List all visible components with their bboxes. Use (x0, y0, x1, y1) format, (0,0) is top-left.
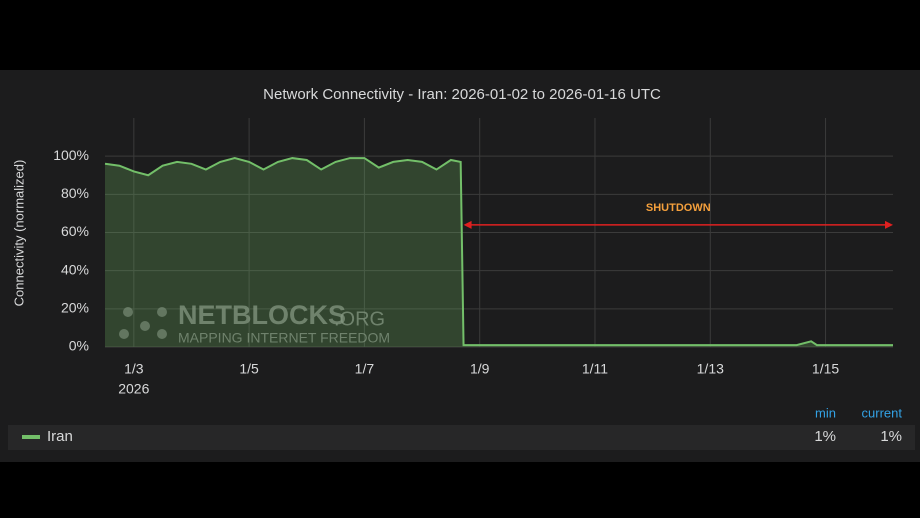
series-area (105, 158, 893, 347)
watermark-logo-dot (119, 329, 129, 339)
x-tick-label: 1/9 (470, 361, 490, 377)
y-tick-label: 40% (61, 261, 89, 277)
legend-stat-value: 1% (880, 428, 902, 445)
series-line (104, 157, 893, 347)
x-tick-label: 1/13 (697, 361, 724, 377)
y-tick-label: 80% (61, 185, 89, 201)
y-tick-label: 100% (53, 147, 89, 163)
legend-stat-header: current (862, 405, 903, 420)
x-tick-label: 1/7 (355, 361, 375, 377)
panel (0, 70, 920, 462)
annotation-label: SHUTDOWN (646, 202, 711, 214)
x-tick-label: 1/15 (812, 361, 839, 377)
chart-title: Network Connectivity - Iran: 2026-01-02 … (263, 86, 661, 103)
watermark-name: NETBLOCKS (178, 300, 346, 330)
x-tick-label: 1/3 (124, 361, 144, 377)
y-tick-label: 20% (61, 300, 89, 316)
year-label: 2026 (118, 381, 149, 397)
legend-row (8, 425, 915, 450)
arrow-head (885, 220, 893, 229)
y-tick-label: 0% (69, 338, 89, 354)
x-tick-label: 1/5 (239, 361, 259, 377)
watermark-logo-dot (140, 321, 150, 331)
legend-stat-value: 1% (814, 428, 836, 445)
legend-stat-header: min (815, 405, 836, 420)
watermark-logo-dot (157, 307, 167, 317)
watermark-logo-dot (123, 307, 133, 317)
y-axis-label: Connectivity (normalized) (11, 160, 26, 307)
watermark-logo-dot (157, 329, 167, 339)
watermark-suffix: .ORG (334, 308, 385, 330)
legend-label: Iran (47, 428, 73, 445)
arrow-head (463, 220, 472, 229)
x-tick-label: 1/11 (582, 361, 608, 377)
watermark-tagline: MAPPING INTERNET FREEDOM (178, 330, 390, 346)
y-tick-label: 60% (61, 223, 89, 239)
